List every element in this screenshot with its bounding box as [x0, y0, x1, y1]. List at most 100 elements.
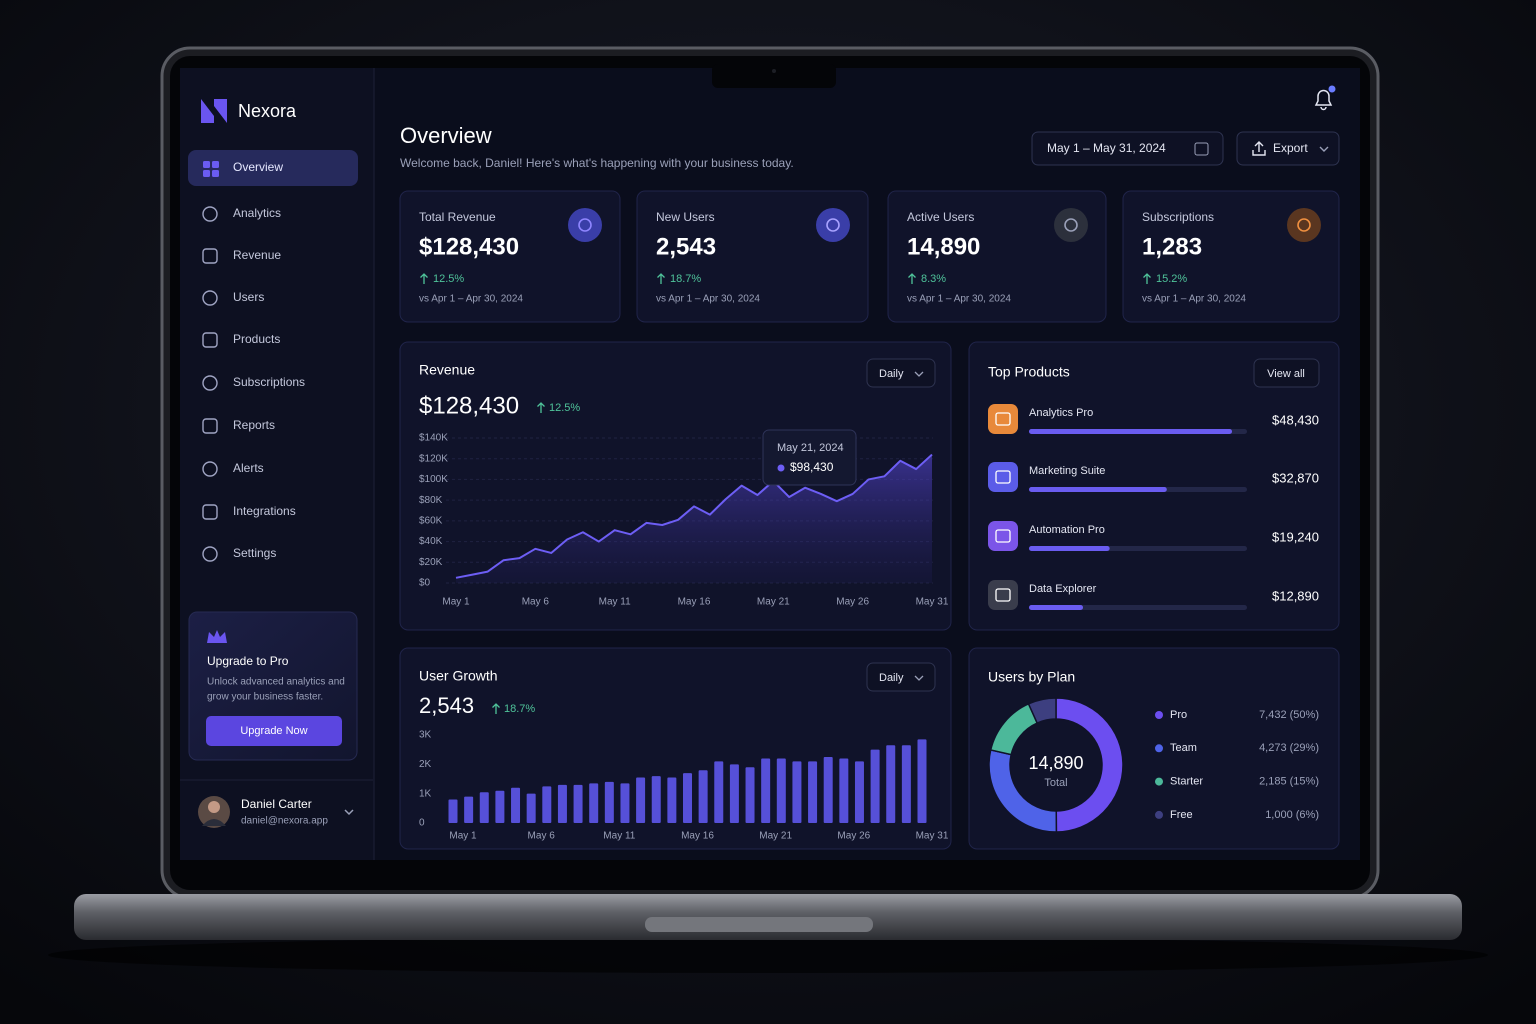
- product-value: $32,870: [1272, 470, 1319, 485]
- kpi-change: 18.7%: [670, 273, 701, 285]
- bar: [636, 777, 646, 823]
- legend-label: Team: [1170, 742, 1197, 754]
- tooltip-value: $98,430: [790, 460, 834, 474]
- bar: [792, 761, 802, 823]
- x-tick-label: May 11: [603, 831, 635, 842]
- date-range[interactable]: May 1 – May 31, 2024: [1047, 141, 1166, 155]
- product-name: Marketing Suite: [1029, 465, 1105, 477]
- bar: [651, 776, 661, 823]
- bar: [870, 749, 880, 823]
- x-tick-label: May 31: [916, 831, 949, 842]
- x-tick-label: May 16: [681, 831, 714, 842]
- nav-item[interactable]: Reports: [233, 418, 275, 432]
- card-title: Users by Plan: [988, 669, 1075, 685]
- kpi-label: Active Users: [907, 210, 974, 224]
- kpi-icon: [568, 208, 602, 242]
- upgrade-title: Upgrade to Pro: [207, 654, 289, 668]
- nav-icon: [202, 504, 218, 520]
- nav-active[interactable]: [188, 150, 358, 186]
- bar: [573, 784, 583, 823]
- bar: [495, 790, 505, 823]
- chart-total: 2,543: [419, 693, 474, 718]
- y-tick-label: 1K: [419, 788, 432, 799]
- view-all-label[interactable]: View all: [1267, 368, 1305, 380]
- export-icon: [1252, 141, 1266, 156]
- nav-item[interactable]: Products: [233, 332, 280, 346]
- upgrade-button-label[interactable]: Upgrade Now: [240, 725, 307, 737]
- x-tick-label: May 1: [442, 597, 470, 608]
- legend-dot: [1155, 711, 1163, 719]
- product-icon: [988, 521, 1018, 551]
- kpi-comparison: vs Apr 1 – Apr 30, 2024: [656, 294, 760, 305]
- tooltip: [762, 429, 857, 486]
- nav-icon: [202, 206, 218, 222]
- donut-total-label: Total: [1044, 777, 1067, 789]
- chart-change: 18.7%: [504, 703, 535, 715]
- product-icon-glyph: [995, 470, 1011, 484]
- bar: [901, 745, 911, 823]
- crown-icon: [207, 630, 227, 643]
- product-value: $48,430: [1272, 412, 1319, 427]
- y-tick-label: 2K: [419, 759, 432, 770]
- y-tick-label: $120K: [419, 453, 448, 464]
- card: [636, 190, 869, 323]
- upgrade-button[interactable]: [206, 716, 342, 746]
- product-icon: [988, 404, 1018, 434]
- up-arrow: [492, 703, 500, 714]
- export-button[interactable]: [1236, 131, 1340, 166]
- nav-item[interactable]: Revenue: [233, 248, 281, 262]
- product-icon-glyph: [995, 412, 1011, 426]
- nav-icon: [212, 161, 219, 168]
- legend-value: 2,185 (15%): [1259, 776, 1319, 788]
- donut-segment: [1055, 697, 1124, 833]
- avatar-body: [202, 819, 226, 826]
- y-tick-label: 0: [419, 818, 425, 829]
- nav-item[interactable]: Analytics: [233, 206, 281, 220]
- legend-label: Starter: [1170, 776, 1203, 788]
- y-tick-label: $0: [419, 578, 431, 589]
- nav-item[interactable]: Alerts: [233, 461, 264, 475]
- export-label[interactable]: Export: [1273, 141, 1308, 155]
- card: [399, 190, 621, 323]
- product-icon: [988, 580, 1018, 610]
- nav-item[interactable]: Users: [233, 290, 264, 304]
- date-picker[interactable]: [1031, 131, 1224, 166]
- chevron: [1319, 146, 1329, 152]
- view-all-button[interactable]: [1253, 358, 1320, 388]
- nav-item[interactable]: Integrations: [233, 504, 296, 518]
- dropdown-label[interactable]: Daily: [879, 368, 904, 380]
- legend-label: Pro: [1170, 709, 1187, 721]
- nav-item[interactable]: Settings: [233, 546, 276, 560]
- nav-item[interactable]: Overview: [233, 160, 283, 174]
- donut-total: 14,890: [1028, 753, 1083, 773]
- notification-bell[interactable]: [1314, 89, 1333, 111]
- user-menu[interactable]: [344, 809, 354, 816]
- legend-value: 7,432 (50%): [1259, 709, 1319, 721]
- kpi-icon: [1054, 208, 1088, 242]
- nav-item[interactable]: Subscriptions: [233, 375, 305, 389]
- up-arrow: [537, 402, 545, 413]
- bar: [620, 783, 630, 823]
- progress-track: [1029, 605, 1247, 610]
- bar: [667, 777, 677, 823]
- chevron: [914, 371, 924, 377]
- kpi-value: 1,283: [1142, 233, 1202, 260]
- bar: [542, 786, 552, 823]
- user-name: Daniel Carter: [241, 797, 312, 811]
- bar: [511, 787, 521, 823]
- chart-total: $128,430: [419, 392, 519, 419]
- nav-icon: [202, 461, 218, 477]
- bar: [917, 739, 927, 823]
- camera: [772, 69, 776, 73]
- dropdown-label[interactable]: Daily: [879, 672, 904, 684]
- kpi-value: $128,430: [419, 233, 519, 260]
- kpi-icon: [816, 208, 850, 242]
- kpi-comparison: vs Apr 1 – Apr 30, 2024: [907, 294, 1011, 305]
- dropdown[interactable]: [866, 662, 936, 692]
- y-tick-label: $20K: [419, 557, 443, 568]
- product-value: $12,890: [1272, 588, 1319, 603]
- page-title: Overview: [400, 123, 492, 148]
- bar: [557, 784, 567, 823]
- dropdown[interactable]: [866, 358, 936, 388]
- y-tick-label: $140K: [419, 433, 448, 444]
